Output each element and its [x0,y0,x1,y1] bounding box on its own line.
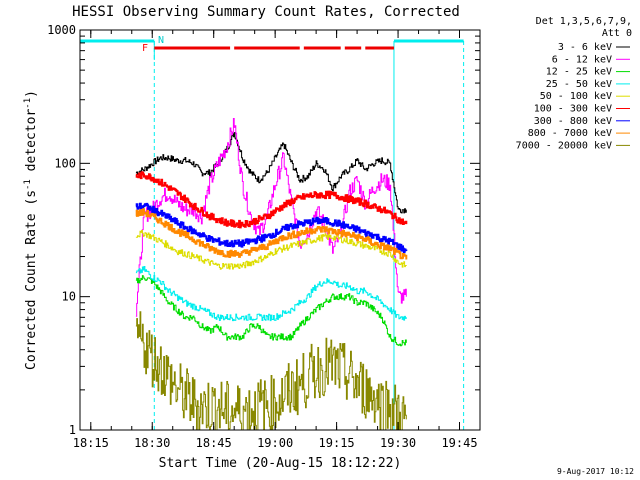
footer-date: 9-Aug-2017 10:12 [557,467,634,476]
series-line-4 [135,229,407,270]
legend-label-1: 6 - 12 keV [552,54,612,65]
y-axis-label-start: Corrected Count Rate (s [24,190,39,370]
legend-label-4: 50 - 100 keV [540,91,612,102]
x-tick-label-5: 19:30 [380,436,416,450]
series-line-8 [135,311,407,431]
series-line-6 [135,202,408,254]
x-tick-label-0: 18:15 [73,436,109,450]
legend-label-2: 12 - 25 keV [546,67,612,78]
flag-n-label: N [158,35,164,46]
x-tick-label-4: 19:15 [319,436,355,450]
y-axis-label-sup2: -1 [23,98,33,109]
x-axis-label: Start Time (20-Aug-15 18:12:22) [159,456,402,471]
y-axis-label-mid: detector [24,109,39,180]
y-axis-label: Corrected Count Rate (s-1 detector-1) [23,90,39,370]
x-tick-label-3: 19:00 [257,436,293,450]
x-tick-label-6: 19:45 [441,436,477,450]
flag-f-label: F [142,43,148,54]
legend-header-line1: Det 1,3,5,6,7,9, [536,16,632,27]
x-tick-label-2: 18:45 [196,436,232,450]
series-line-0 [135,132,407,214]
y-tick-label-3: 1000 [47,23,76,37]
x-tick-label-1: 18:30 [134,436,170,450]
series-line-2 [135,275,407,347]
chart-title: HESSI Observing Summary Count Rates, Cor… [72,4,460,20]
legend-label-5: 100 - 300 keV [534,104,612,115]
y-tick-label-0: 1 [69,423,76,437]
series-line-3 [135,266,407,322]
legend-label-6: 300 - 800 keV [534,116,612,127]
legend-header-line2: Att 0 [602,28,632,39]
series-line-1 [135,118,407,317]
plot-frame [79,29,481,431]
series-lines [135,118,408,431]
y-tick-label-1: 10 [62,290,76,304]
y-tick-label-2: 100 [54,156,76,170]
axis-ticks: 18:15 18:30 18:45 19:00 19:15 19:30 19:45 1 10 10… [47,23,481,450]
legend-label-3: 25 - 50 keV [546,79,612,90]
legend-label-8: 7000 - 20000 keV [516,140,612,151]
y-axis-label-sup1: -1 [23,179,33,190]
legend-label-7: 800 - 7000 keV [528,128,612,139]
y-axis-label-end: ) [24,90,39,98]
series-line-5 [135,171,408,229]
legend-label-0: 3 - 6 keV [558,42,612,53]
series-line-7 [135,208,408,260]
